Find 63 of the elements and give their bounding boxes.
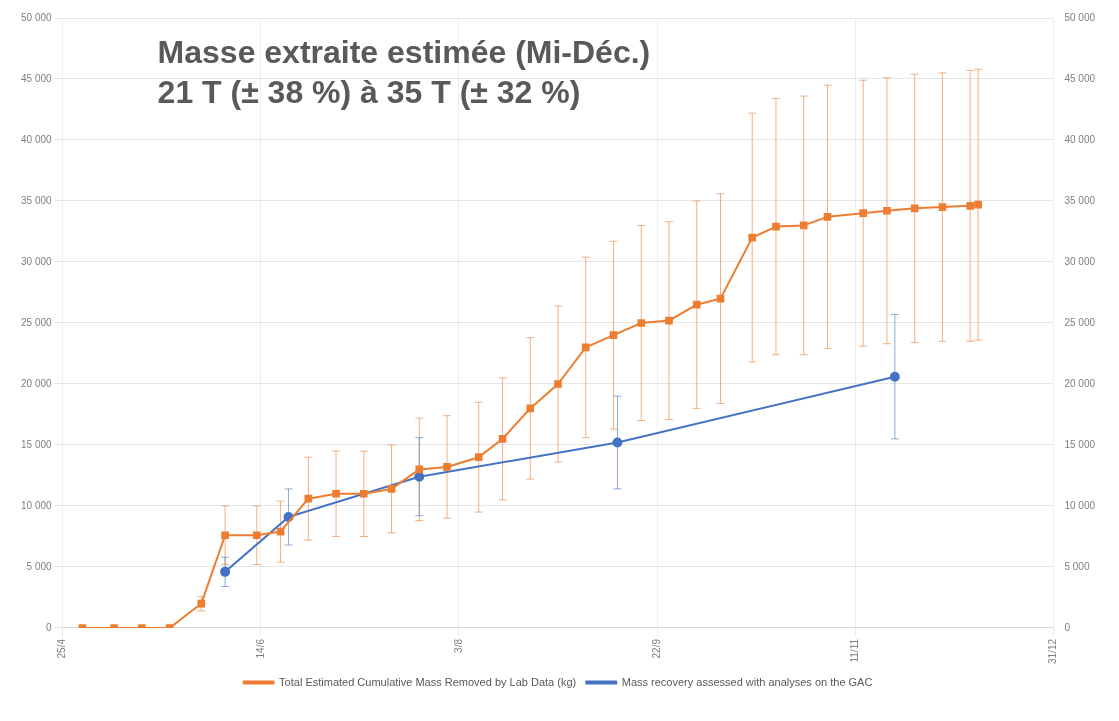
legend-label: Mass recovery assessed with analyses on the GAC (621, 675, 873, 688)
y2-tick-label: 50 000 (1064, 11, 1096, 23)
point (526, 404, 535, 413)
y-tick-label: 45 000 (20, 72, 53, 84)
point (637, 319, 646, 327)
point (415, 465, 424, 474)
y2-tick-label: 30 000 (1064, 255, 1096, 267)
y2-tick-label: 0 (1064, 621, 1071, 633)
point (252, 531, 261, 540)
y-tick-label: 35 000 (20, 194, 53, 206)
point (938, 203, 947, 211)
y-tick-label: 15 000 (20, 438, 53, 450)
point (665, 316, 673, 325)
point (581, 343, 590, 352)
y2-tick-label: 15 000 (1064, 438, 1096, 450)
x-tick-label: 14/6 (254, 638, 266, 659)
y2-tick-label: 5 000 (1064, 560, 1090, 572)
point (304, 494, 313, 503)
x-tick-label: 31/12 (1047, 638, 1059, 665)
x-tick-label: 3/8 (452, 638, 464, 653)
point (612, 437, 623, 448)
y-tick-label: 20 000 (20, 377, 53, 389)
text: 21 T (± 38 %) à 35 T (± 32 %) (157, 73, 581, 110)
point (692, 300, 701, 309)
point (883, 206, 891, 215)
y-tick-label: 5 000 (26, 560, 53, 572)
y-tick-label: 0 (46, 621, 53, 633)
point (772, 222, 780, 231)
point (859, 209, 867, 218)
x-tick-label: 25/4 (56, 638, 68, 659)
point (823, 213, 832, 221)
y2-tick-label: 25 000 (1064, 316, 1096, 328)
legend-label: Total Estimated Cumulative Mass Removed by Lab Data (kg) (279, 675, 577, 688)
point (474, 453, 483, 462)
point (387, 485, 396, 493)
point (799, 221, 808, 230)
point (498, 435, 507, 443)
y-tick-label: 40 000 (20, 133, 53, 145)
point (910, 204, 919, 213)
point (966, 202, 975, 210)
y-tick-label: 30 000 (20, 255, 53, 267)
point (443, 463, 451, 471)
text: Masse extraite estimée (Mi-Déc.) (157, 33, 651, 70)
point (748, 233, 757, 242)
x-tick-label: 11/11 (849, 638, 860, 663)
point (554, 380, 562, 388)
y2-tick-label: 40 000 (1064, 133, 1096, 145)
y-tick-label: 10 000 (20, 499, 53, 511)
point (609, 331, 618, 340)
y2-tick-label: 20 000 (1064, 377, 1096, 389)
point (197, 599, 206, 608)
point (220, 566, 231, 577)
point (221, 531, 229, 540)
y-tick-label: 50 000 (20, 11, 53, 23)
y2-tick-label: 10 000 (1064, 499, 1096, 511)
x-tick-label: 22/9 (650, 638, 662, 659)
y-tick-label: 25 000 (20, 316, 53, 328)
point (974, 200, 982, 209)
y2-tick-label: 45 000 (1064, 72, 1096, 84)
point (889, 371, 900, 382)
y2-tick-label: 35 000 (1064, 194, 1096, 206)
point (332, 489, 340, 498)
point (359, 489, 368, 498)
